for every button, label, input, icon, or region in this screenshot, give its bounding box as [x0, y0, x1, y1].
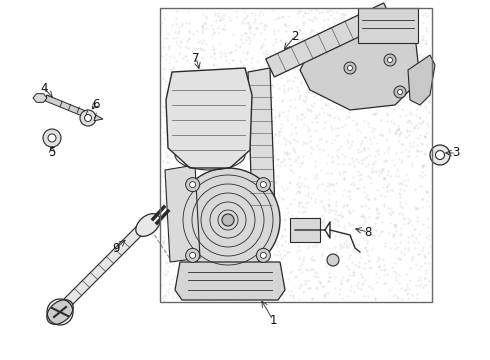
Circle shape — [48, 134, 56, 142]
Circle shape — [436, 150, 444, 159]
Text: 4: 4 — [40, 81, 48, 94]
Text: 7: 7 — [192, 51, 200, 64]
Circle shape — [176, 168, 280, 272]
Circle shape — [256, 177, 270, 192]
Polygon shape — [166, 68, 252, 168]
Text: 9: 9 — [112, 242, 120, 255]
Bar — [290, 218, 320, 242]
Polygon shape — [248, 68, 275, 215]
Polygon shape — [45, 95, 96, 121]
Circle shape — [430, 145, 450, 165]
Circle shape — [397, 90, 402, 94]
Text: 5: 5 — [49, 145, 56, 158]
Text: 8: 8 — [364, 225, 372, 238]
Circle shape — [384, 54, 396, 66]
Polygon shape — [300, 28, 420, 110]
Polygon shape — [58, 225, 146, 311]
Polygon shape — [408, 55, 435, 105]
Polygon shape — [33, 94, 47, 102]
Circle shape — [80, 110, 96, 126]
Circle shape — [222, 214, 234, 226]
Text: 2: 2 — [291, 30, 299, 42]
Bar — [358, 8, 418, 43]
Circle shape — [43, 129, 61, 147]
Ellipse shape — [47, 300, 73, 324]
Circle shape — [344, 62, 356, 74]
Circle shape — [84, 114, 92, 122]
Polygon shape — [266, 3, 392, 77]
Circle shape — [388, 58, 392, 63]
Circle shape — [190, 252, 196, 258]
Polygon shape — [165, 165, 200, 262]
Text: 3: 3 — [452, 147, 460, 159]
Polygon shape — [175, 262, 285, 300]
Circle shape — [186, 177, 199, 192]
Circle shape — [190, 182, 196, 188]
Ellipse shape — [136, 214, 160, 236]
Circle shape — [394, 86, 406, 98]
Circle shape — [256, 248, 270, 262]
Circle shape — [186, 248, 199, 262]
Circle shape — [260, 252, 267, 258]
Circle shape — [260, 182, 267, 188]
Circle shape — [327, 254, 339, 266]
Bar — [160, 8, 432, 302]
Polygon shape — [94, 115, 103, 121]
Text: 6: 6 — [92, 98, 100, 111]
Text: 1: 1 — [269, 314, 277, 327]
Circle shape — [347, 66, 352, 71]
